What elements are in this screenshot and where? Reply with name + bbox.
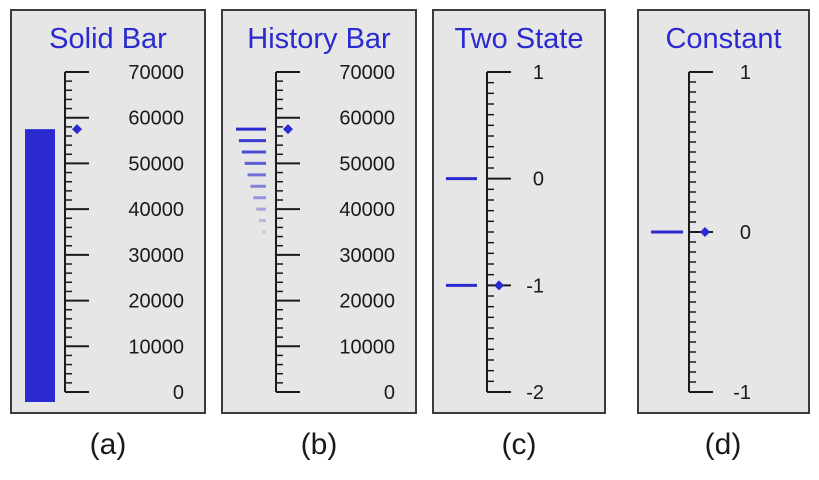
tick-label: 0 bbox=[533, 169, 544, 191]
tick-label: 1 bbox=[533, 62, 544, 84]
tick-label: 10000 bbox=[128, 336, 184, 358]
tick-label: 70000 bbox=[128, 62, 184, 84]
gauge-panel-constant: Constant 1 0 -1 bbox=[637, 9, 810, 414]
tick-label: -1 bbox=[526, 275, 544, 297]
constant-gauge: 1 0 -1 bbox=[651, 62, 751, 404]
tick-label: 30000 bbox=[339, 245, 395, 267]
diamond-marker-icon bbox=[494, 280, 504, 291]
tick-label: 60000 bbox=[339, 108, 395, 130]
panel-title: History Bar bbox=[247, 23, 391, 55]
tick-label: 70000 bbox=[339, 62, 395, 84]
caption-c: (c) bbox=[501, 428, 537, 461]
gauge-panel-history-bar: History Bar 70000 60000 50000 40000 30000 200… bbox=[221, 9, 417, 414]
diamond-marker-icon bbox=[283, 124, 293, 135]
panel-title: Solid Bar bbox=[49, 23, 167, 55]
history-bar-gauge: 70000 60000 50000 40000 30000 20000 10000 0 bbox=[236, 62, 395, 404]
tick-label: 40000 bbox=[128, 199, 184, 221]
caption-a: (a) bbox=[89, 428, 127, 461]
tick-label: 50000 bbox=[128, 153, 184, 175]
tick-label: -2 bbox=[526, 382, 544, 404]
diamond-marker-icon bbox=[72, 124, 82, 135]
gauge-panel-two-state: Two State 1 0 -1 -2 bbox=[432, 9, 606, 414]
tick-label: 20000 bbox=[128, 291, 184, 313]
tick-label: 1 bbox=[740, 62, 751, 84]
gauge-panel-solid-bar: Solid Bar 70000 60000 50000 40000 30000 20000… bbox=[10, 9, 206, 414]
tick-label: 0 bbox=[384, 382, 395, 404]
caption-b: (b) bbox=[300, 428, 338, 461]
value-bar bbox=[25, 129, 55, 402]
diamond-marker-icon bbox=[700, 227, 710, 237]
panel-title: Two State bbox=[454, 23, 584, 55]
two-state-gauge: 1 0 -1 -2 bbox=[446, 62, 544, 404]
tick-label: 50000 bbox=[339, 153, 395, 175]
caption-d: (d) bbox=[704, 428, 742, 461]
tick-label: 0 bbox=[173, 382, 184, 404]
tick-label: -1 bbox=[733, 382, 751, 404]
panel-title: Constant bbox=[665, 23, 782, 55]
tick-label: 20000 bbox=[339, 291, 395, 313]
tick-label: 0 bbox=[740, 222, 751, 244]
tick-label: 40000 bbox=[339, 199, 395, 221]
tick-label: 30000 bbox=[128, 245, 184, 267]
tick-label: 60000 bbox=[128, 108, 184, 130]
tick-label: 10000 bbox=[339, 336, 395, 358]
solid-bar-gauge: 70000 60000 50000 40000 30000 20000 10000 0 bbox=[25, 62, 184, 404]
